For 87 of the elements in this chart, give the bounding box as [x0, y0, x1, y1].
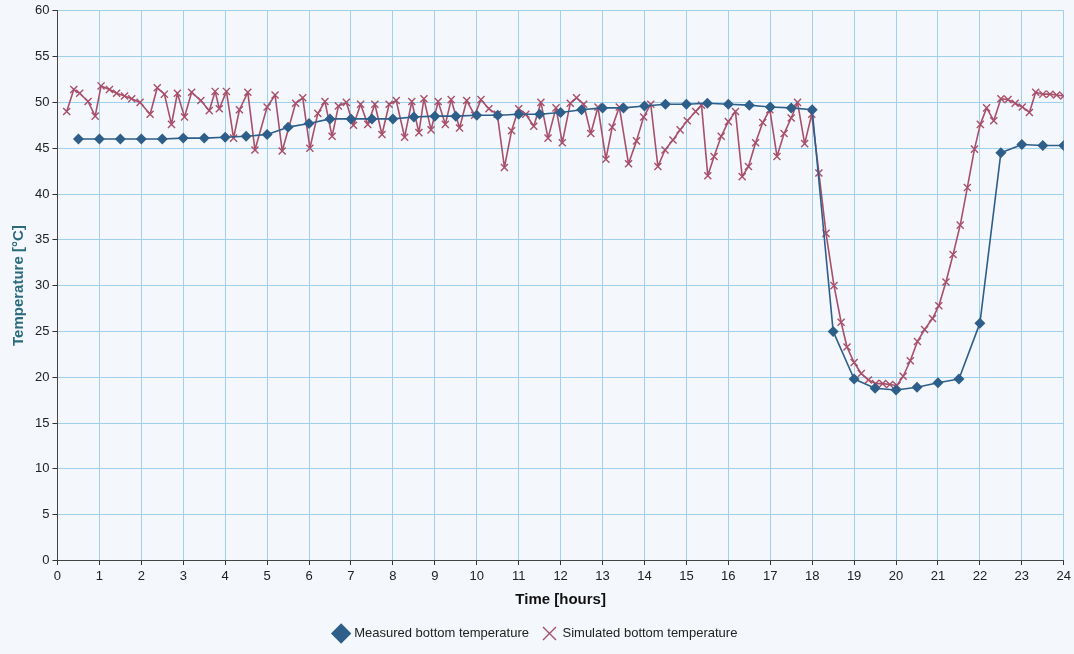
point [744, 99, 755, 111]
point [282, 121, 294, 133]
x-tick-label: 0 [53, 567, 62, 583]
x-tick-label: 1 [95, 567, 104, 583]
x-tick-label: 15 [679, 567, 694, 583]
point [429, 110, 441, 122]
point [806, 104, 818, 115]
x-tick-label: 14 [637, 567, 652, 583]
y-tick-label: 5 [42, 506, 50, 522]
point [240, 131, 252, 142]
point [115, 133, 126, 145]
y-tick-label: 60 [34, 2, 50, 18]
point [534, 109, 545, 120]
x-tick-label: 18 [804, 567, 820, 583]
point [723, 99, 734, 110]
y-tick-label: 20 [34, 368, 50, 384]
point [765, 101, 776, 113]
x-tick-label: 16 [721, 567, 736, 583]
x-tick-label: 17 [763, 567, 778, 583]
point [555, 107, 566, 118]
point [995, 147, 1007, 158]
x-tick-label: 21 [930, 567, 946, 583]
x-tick-label: 19 [846, 567, 862, 583]
point [387, 113, 399, 125]
x-tick-label: 24 [1056, 567, 1071, 583]
legend-label: Simulated bottom temperature [562, 625, 738, 641]
point [345, 113, 357, 125]
point [73, 133, 84, 145]
x-tick-label: 11 [511, 567, 526, 583]
x-tick-label: 13 [595, 567, 610, 583]
y-tick-label: 40 [34, 185, 50, 201]
x-tick-label: 23 [1014, 567, 1030, 583]
point [890, 384, 902, 396]
point [953, 373, 965, 385]
point [827, 326, 839, 337]
point [786, 102, 797, 114]
x-tick-label: 20 [888, 567, 904, 583]
y-tick-label: 30 [34, 277, 50, 293]
point [660, 99, 671, 110]
legend-label: Measured bottom temperature [354, 625, 530, 641]
x-tick-label: 3 [179, 567, 187, 583]
x-tick-label: 9 [431, 567, 439, 583]
y-axis-title: Temperature [°C] [9, 225, 27, 346]
x-tick-label: 10 [469, 567, 484, 583]
point [911, 382, 923, 393]
point [848, 373, 860, 385]
x-tick-label: 8 [389, 567, 397, 583]
point [974, 317, 986, 329]
x-tick-label: 5 [263, 567, 271, 583]
point [618, 102, 629, 114]
y-tick-label: 55 [34, 48, 50, 64]
point [219, 132, 231, 143]
point [702, 98, 713, 109]
point [199, 132, 210, 144]
x-tick-label: 2 [137, 567, 145, 583]
point [932, 377, 944, 388]
point [408, 111, 420, 123]
point [1037, 140, 1049, 151]
x-axis-title: Time [hours] [515, 590, 606, 608]
y-tick-label: 0 [42, 551, 50, 567]
point [597, 102, 608, 114]
y-tick-label: 35 [34, 231, 50, 247]
point [324, 113, 336, 125]
point [157, 133, 168, 145]
point [681, 99, 692, 110]
point [261, 129, 273, 140]
y-tick-label: 25 [34, 322, 50, 338]
y-tick-label: 50 [34, 93, 50, 109]
point [178, 132, 189, 144]
x-tick-label: 12 [553, 567, 568, 583]
y-tick-label: 15 [34, 414, 50, 430]
point [576, 104, 587, 115]
point [94, 133, 105, 145]
point [303, 118, 315, 129]
x-tick-label: 22 [972, 567, 988, 583]
y-tick-label: 45 [34, 139, 50, 155]
point [1016, 139, 1028, 150]
point [639, 100, 650, 112]
point [513, 109, 524, 120]
point [136, 133, 147, 145]
y-tick-label: 10 [34, 460, 50, 476]
x-tick-label: 6 [305, 567, 313, 583]
x-tick-label: 7 [347, 567, 355, 583]
point [366, 113, 378, 125]
point [869, 382, 881, 394]
point [450, 110, 461, 122]
x-tick-label: 4 [221, 567, 229, 583]
